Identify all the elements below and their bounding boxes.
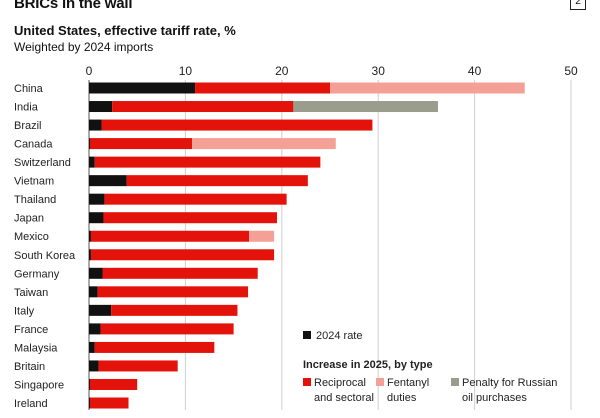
bar-mexico-base bbox=[89, 230, 91, 242]
bar-switzerland-base bbox=[89, 156, 95, 168]
chart-subtitle-note: Weighted by 2024 imports bbox=[14, 40, 154, 54]
chart-header: BRICs in the wall 2 United States, effec… bbox=[14, 0, 586, 60]
category-label-ireland: Ireland bbox=[14, 398, 48, 410]
bar-singapore-base bbox=[89, 378, 90, 390]
legend-group-title: Increase in 2025, by type bbox=[303, 359, 433, 371]
x-tick-label-20: 20 bbox=[275, 64, 289, 78]
bar-france-reciprocal bbox=[100, 323, 234, 335]
bar-india-reciprocal bbox=[112, 101, 294, 113]
bar-italy-base bbox=[89, 304, 112, 316]
bar-south-korea-reciprocal bbox=[90, 249, 275, 261]
bar-germany-reciprocal bbox=[102, 267, 258, 279]
bar-malaysia-reciprocal bbox=[94, 341, 215, 353]
category-label-south-korea: South Korea bbox=[14, 250, 76, 262]
category-label-thailand: Thailand bbox=[14, 194, 56, 206]
legend-label-fentanyl-line1: Fentanyl bbox=[387, 377, 429, 389]
category-label-italy: Italy bbox=[14, 305, 35, 317]
category-label-japan: Japan bbox=[14, 213, 44, 225]
category-label-germany: Germany bbox=[14, 268, 60, 280]
bar-france-base bbox=[89, 323, 101, 335]
legend-swatch-reciprocal bbox=[303, 378, 311, 386]
legend-swatch-base bbox=[303, 331, 311, 339]
legend-swatch-fentanyl bbox=[376, 378, 384, 386]
bar-mexico-reciprocal bbox=[90, 230, 250, 242]
legend-label-fentanyl-line2: duties bbox=[387, 392, 417, 404]
bar-thailand-base bbox=[89, 193, 105, 205]
bar-south-korea-base bbox=[89, 249, 91, 261]
bar-germany-base bbox=[89, 267, 103, 279]
category-label-vietnam: Vietnam bbox=[14, 176, 54, 188]
x-tick-label-10: 10 bbox=[179, 64, 193, 78]
category-label-india: India bbox=[14, 102, 39, 114]
category-label-switzerland: Switzerland bbox=[14, 157, 71, 169]
category-label-canada: Canada bbox=[14, 139, 53, 151]
bar-taiwan-reciprocal bbox=[97, 286, 249, 298]
legend-label-russia-line1: Penalty for Russian bbox=[462, 377, 557, 389]
bar-india-base bbox=[89, 101, 113, 113]
bar-britain-base bbox=[89, 360, 99, 372]
legend-label-reciprocal-line2: and sectoral bbox=[314, 392, 374, 404]
bar-canada-fentanyl bbox=[192, 138, 336, 150]
category-label-france: France bbox=[14, 324, 48, 336]
bar-britain-reciprocal bbox=[98, 360, 178, 372]
bar-china-reciprocal bbox=[195, 82, 330, 94]
legend-swatch-russia bbox=[451, 378, 459, 386]
category-label-china: China bbox=[14, 83, 44, 95]
bar-canada-reciprocal bbox=[89, 138, 193, 150]
bar-china-base bbox=[89, 82, 196, 94]
bar-brazil-base bbox=[89, 119, 102, 131]
category-label-mexico: Mexico bbox=[14, 231, 49, 243]
bar-brazil-reciprocal bbox=[101, 119, 373, 131]
bar-malaysia-base bbox=[89, 341, 95, 353]
bar-mexico-fentanyl bbox=[249, 230, 275, 242]
x-tick-label-40: 40 bbox=[468, 64, 482, 78]
bar-vietnam-reciprocal bbox=[126, 175, 308, 187]
chart-subtitle: United States, effective tariff rate, % bbox=[14, 23, 236, 38]
category-label-brazil: Brazil bbox=[14, 120, 42, 132]
bar-ireland-base bbox=[89, 397, 90, 409]
bar-thailand-reciprocal bbox=[104, 193, 287, 205]
category-label-malaysia: Malaysia bbox=[14, 342, 58, 354]
category-label-britain: Britain bbox=[14, 361, 45, 373]
bar-india-russia bbox=[293, 101, 438, 113]
x-tick-label-50: 50 bbox=[564, 64, 578, 78]
bar-canada-base bbox=[89, 138, 90, 150]
legend-label-reciprocal-line1: Reciprocal bbox=[314, 377, 366, 389]
bar-japan-base bbox=[89, 212, 104, 224]
x-tick-label-0: 0 bbox=[86, 64, 93, 78]
bar-switzerland-reciprocal bbox=[94, 156, 321, 168]
chart-number-badge: 2 bbox=[570, 0, 586, 10]
bar-italy-reciprocal bbox=[111, 304, 238, 316]
bar-ireland-reciprocal bbox=[89, 397, 129, 409]
legend-label-russia-line2: oil purchases bbox=[462, 392, 527, 404]
category-label-singapore: Singapore bbox=[14, 379, 64, 391]
bar-taiwan-base bbox=[89, 286, 98, 298]
legend-label-base: 2024 rate bbox=[316, 330, 362, 342]
chart-title: BRICs in the wall bbox=[14, 0, 133, 12]
x-tick-label-30: 30 bbox=[372, 64, 386, 78]
bar-china-fentanyl bbox=[330, 82, 525, 94]
bar-vietnam-base bbox=[89, 175, 127, 187]
category-label-taiwan: Taiwan bbox=[14, 287, 48, 299]
bar-singapore-reciprocal bbox=[89, 378, 138, 390]
bar-japan-reciprocal bbox=[103, 212, 277, 224]
